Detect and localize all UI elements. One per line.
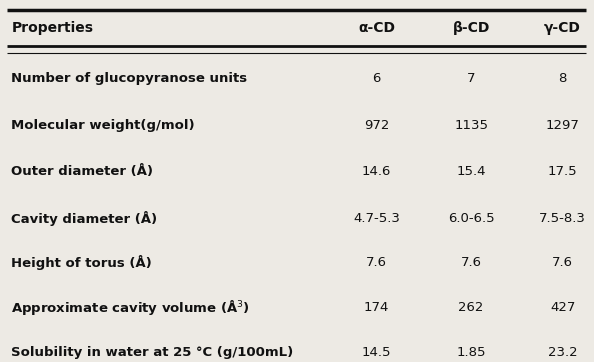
Text: 7.6: 7.6 [552, 256, 573, 269]
Text: 1135: 1135 [454, 118, 488, 131]
Text: 427: 427 [550, 301, 576, 314]
Text: Solubility in water at 25 °C (g/100mL): Solubility in water at 25 °C (g/100mL) [11, 346, 293, 359]
Text: γ-CD: γ-CD [544, 21, 581, 35]
Text: Height of torus (Å): Height of torus (Å) [11, 256, 152, 270]
Text: 7: 7 [467, 72, 475, 85]
Text: 15.4: 15.4 [456, 165, 486, 178]
Text: 6.0-6.5: 6.0-6.5 [448, 212, 494, 225]
Text: β-CD: β-CD [453, 21, 490, 35]
Text: 1297: 1297 [546, 118, 580, 131]
Text: 8: 8 [558, 72, 567, 85]
Text: Cavity diameter (Å): Cavity diameter (Å) [11, 211, 157, 226]
Text: 14.6: 14.6 [362, 165, 391, 178]
Text: 972: 972 [364, 118, 389, 131]
Text: 7.6: 7.6 [366, 256, 387, 269]
Text: 14.5: 14.5 [362, 346, 391, 359]
Text: 6: 6 [372, 72, 381, 85]
Text: Outer diameter (Å): Outer diameter (Å) [11, 165, 153, 178]
Text: 7.5-8.3: 7.5-8.3 [539, 212, 586, 225]
Text: 1.85: 1.85 [456, 346, 486, 359]
Text: Molecular weight(g/mol): Molecular weight(g/mol) [11, 118, 195, 131]
Text: Properties: Properties [11, 21, 93, 35]
Text: α-CD: α-CD [358, 21, 395, 35]
Text: 17.5: 17.5 [548, 165, 577, 178]
Text: 262: 262 [459, 301, 484, 314]
Text: 174: 174 [364, 301, 389, 314]
Text: 7.6: 7.6 [460, 256, 482, 269]
Text: 4.7-5.3: 4.7-5.3 [353, 212, 400, 225]
Text: 23.2: 23.2 [548, 346, 577, 359]
Text: Approximate cavity volume ($\mathregular{\AA}^3$): Approximate cavity volume ($\mathregular… [11, 298, 251, 317]
Text: Number of glucopyranose units: Number of glucopyranose units [11, 72, 248, 85]
